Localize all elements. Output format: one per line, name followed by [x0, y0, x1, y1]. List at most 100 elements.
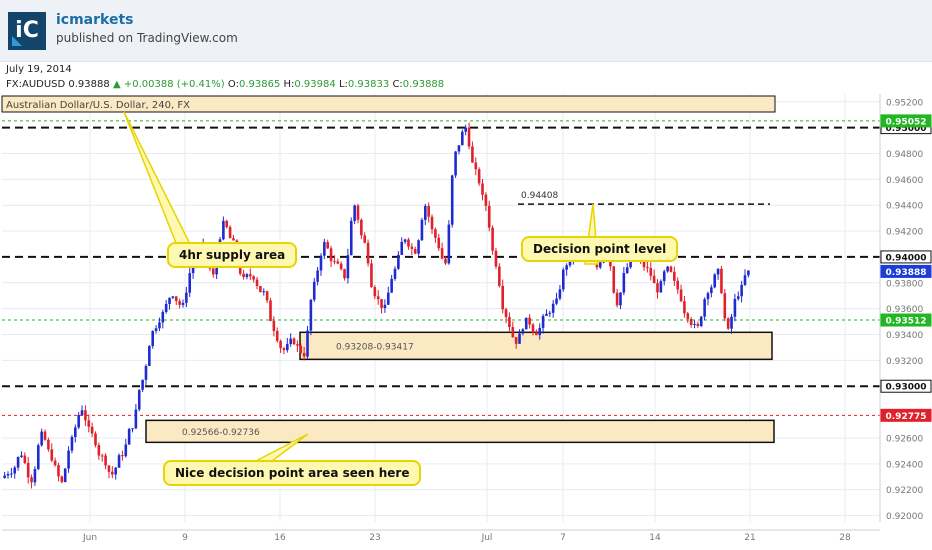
- published-on: published on TradingView.com: [56, 31, 238, 45]
- candle-body: [43, 431, 47, 440]
- x-tick-label: 23: [369, 533, 380, 543]
- candle-body: [323, 242, 326, 256]
- ticker-low: 0.93833: [347, 79, 390, 90]
- candle-body: [683, 301, 686, 314]
- candle-body: [188, 273, 192, 293]
- zones-layer: 0.93208-0.93417 0.92566-0.92736: [145, 331, 775, 444]
- annotation-decision-point-area: Nice decision point area seen here: [163, 460, 422, 486]
- candle-body: [615, 292, 619, 306]
- candle-body: [114, 467, 117, 475]
- candle-body: [390, 278, 393, 293]
- price-label: 0.93000: [886, 383, 927, 393]
- y-tick-label: 0.92600: [886, 434, 923, 444]
- logo-text: iC: [15, 18, 39, 43]
- x-tick-label: Jul: [481, 533, 493, 543]
- candle-body: [524, 317, 528, 330]
- price-label-box: [880, 114, 932, 128]
- candle-body: [13, 467, 17, 474]
- candle-body: [514, 337, 518, 344]
- candle-body: [40, 431, 43, 446]
- candle-body: [349, 220, 353, 256]
- candle-body: [481, 183, 484, 195]
- candle-body: [474, 162, 478, 170]
- ticker-symbol: FX:AUDUSD: [6, 79, 66, 90]
- y-tick-label: 0.95200: [886, 98, 923, 108]
- candle-body: [420, 219, 424, 241]
- candle-body: [454, 151, 457, 176]
- candle-body: [124, 444, 128, 457]
- levels-layer: 0.94408: [2, 120, 880, 416]
- price-label-box: [880, 379, 932, 393]
- candle-body: [555, 298, 558, 304]
- candle-body: [275, 330, 279, 341]
- price-chart[interactable]: 0.93208-0.93417 0.92566-0.92736 0.94408 A…: [0, 94, 932, 550]
- candle-body: [87, 420, 91, 427]
- candle-body: [366, 242, 370, 264]
- candle-body: [30, 477, 33, 483]
- candle-body: [292, 338, 296, 345]
- candle-body: [669, 266, 673, 272]
- candle-body: [541, 315, 545, 328]
- candle-body: [309, 299, 313, 331]
- candle-body: [386, 292, 390, 305]
- candle-body: [723, 293, 727, 319]
- chart-title-box: Australian Dollar/U.S. Dollar, 240, FX: [1, 95, 776, 113]
- candle-body: [551, 303, 555, 313]
- candle-body: [720, 268, 723, 294]
- candle-body: [312, 281, 316, 300]
- candle-body: [161, 311, 165, 323]
- candle-body: [255, 279, 259, 287]
- candle-body: [346, 255, 350, 279]
- candle-body: [148, 346, 151, 366]
- author-name[interactable]: icmarkets: [56, 12, 134, 28]
- price-label: 0.94000: [886, 253, 927, 263]
- candle-body: [676, 280, 679, 290]
- candle-body: [326, 242, 330, 249]
- ticker-change: +0.00388 (+0.41%): [123, 79, 225, 90]
- candle-body: [612, 266, 616, 293]
- candle-body: [561, 269, 565, 290]
- candle-body: [434, 229, 437, 238]
- candle-body: [380, 299, 383, 309]
- candle-body: [400, 241, 404, 255]
- candle-body: [107, 465, 111, 472]
- candle-body: [100, 455, 104, 457]
- candle-body: [141, 379, 144, 390]
- candle-body: [286, 344, 289, 351]
- candle-body: [726, 318, 730, 329]
- candle-body: [53, 460, 57, 466]
- candle-body: [743, 275, 747, 285]
- candle-body: [642, 258, 646, 268]
- publisher-header: iC icmarkets published on TradingView.co…: [0, 0, 932, 62]
- y-tick-label: 0.92400: [886, 460, 923, 470]
- candle-body: [117, 455, 121, 468]
- candle-body: [3, 475, 6, 479]
- candle-body: [646, 267, 649, 269]
- candle-body: [498, 266, 501, 286]
- candle-body: [242, 273, 245, 278]
- x-tick-label: 7: [560, 533, 566, 543]
- y-tick-label: 0.94800: [886, 150, 923, 160]
- price-label: 0.93512: [886, 317, 927, 327]
- candle-body: [171, 296, 175, 298]
- candle-body: [383, 304, 387, 309]
- x-tick-label: 21: [744, 533, 755, 543]
- chart-title: Australian Dollar/U.S. Dollar, 240, FX: [6, 100, 190, 111]
- publisher-logo[interactable]: iC: [8, 12, 46, 50]
- close-label: C:: [392, 79, 403, 90]
- candle-body: [619, 292, 622, 306]
- candle-body: [154, 328, 158, 331]
- candle-body: [444, 258, 447, 264]
- candle-body: [185, 292, 188, 303]
- candle-body: [289, 338, 292, 345]
- candle-body: [16, 456, 20, 468]
- candle-body: [548, 312, 552, 314]
- candle-body: [649, 267, 653, 276]
- candle-body: [511, 327, 515, 338]
- candle-body: [121, 455, 124, 457]
- candle-body: [222, 220, 225, 240]
- candle-body: [168, 297, 171, 305]
- candle-body: [282, 348, 286, 351]
- candle-body: [211, 268, 215, 275]
- candle-body: [535, 332, 538, 336]
